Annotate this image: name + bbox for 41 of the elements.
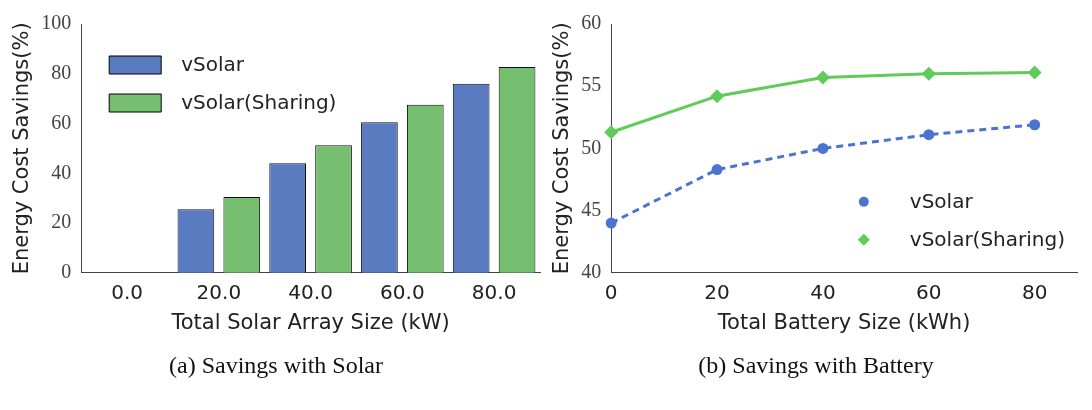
x-tick-label: 60 [916, 280, 942, 304]
y-axis-title: Energy Cost Savings(%) [9, 22, 34, 275]
y-tick-label: 40 [581, 260, 602, 283]
text: (a) Savings with Solar [168, 352, 384, 379]
y-tick-label: 0 [61, 260, 72, 283]
y-tick-label: 55 [581, 73, 602, 96]
legend-label: vSolar [181, 52, 245, 77]
y-tick-label: 20 [51, 210, 72, 233]
point [923, 129, 935, 141]
y-axis-title: Energy Cost Savings(%) [549, 22, 574, 275]
x-tick-label: 40.0 [288, 280, 333, 304]
x-tick-label: 0.0 [111, 280, 143, 304]
legend-label: vSolar [909, 189, 974, 213]
legend-label: vSolar(Sharing) [909, 227, 1065, 251]
x-tick-label: 80.0 [471, 280, 517, 304]
x-axis-title: Total Solar Array Size (kW) [170, 309, 450, 334]
x-tick-label: 80 [1021, 280, 1048, 304]
point [817, 142, 829, 154]
y-tick-label: 60 [581, 11, 602, 34]
point [921, 66, 936, 81]
y-tick-label: 100 [41, 11, 72, 34]
y-tick-label: 50 [581, 135, 602, 158]
y-tick-label: 40 [51, 160, 72, 183]
point [1029, 119, 1041, 131]
point [815, 70, 830, 85]
x-tick-label: 20.0 [196, 280, 242, 304]
point [1027, 65, 1042, 80]
x-tick-label: 20 [704, 280, 730, 304]
point [605, 217, 617, 229]
point [711, 164, 723, 176]
x-axis-title: Total Battery Size (kWh) [716, 309, 971, 334]
y-tick-label: 80 [51, 61, 72, 84]
y-tick-label: 45 [581, 197, 602, 220]
legend-label: vSolar(Sharing) [181, 90, 337, 115]
x-tick-label: 60.0 [380, 280, 425, 304]
point [604, 125, 619, 140]
point [710, 89, 725, 104]
x-tick-label: 40 [810, 280, 836, 304]
x-tick-label: 0 [604, 280, 618, 304]
text: (b) Savings with Battery [697, 352, 935, 379]
y-tick-label: 60 [51, 110, 72, 133]
